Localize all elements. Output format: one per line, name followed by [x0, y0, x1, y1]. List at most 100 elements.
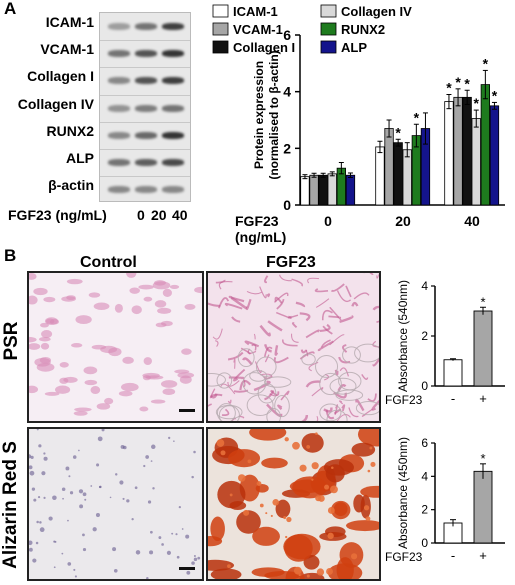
collagen-fiber	[247, 348, 257, 355]
mineral-dot	[327, 507, 335, 514]
blot-band	[162, 104, 184, 112]
mineral-dot	[351, 553, 358, 560]
mineral-dot	[286, 516, 292, 523]
stain-dot	[95, 513, 100, 518]
collagen-fiber	[307, 415, 319, 421]
blot-row-divider	[100, 67, 190, 69]
mineral-dot	[370, 461, 376, 467]
cell	[33, 287, 48, 296]
collagen-fiber	[210, 393, 218, 399]
collagen-fiber	[233, 358, 236, 369]
cell	[160, 380, 178, 388]
collagen-fiber	[218, 297, 230, 309]
mineral-dot	[292, 441, 300, 450]
mineral-dot	[316, 568, 325, 576]
collagen-fiber	[339, 315, 354, 323]
collagen-fiber	[277, 404, 283, 411]
x-tick-label: -	[451, 391, 455, 406]
stain-dot	[92, 527, 97, 532]
vesicle	[242, 372, 267, 395]
collagen-fiber	[291, 333, 299, 343]
bar-collagen-iv	[402, 149, 412, 206]
stain-dot	[67, 562, 72, 566]
stain-dot	[65, 466, 70, 471]
collagen-fiber	[220, 383, 236, 395]
collagen-fiber	[307, 277, 320, 284]
collagen-fiber	[315, 298, 330, 308]
stain-dot	[98, 485, 102, 489]
mineral-dot	[367, 469, 371, 473]
y-tick-label: 2	[283, 140, 291, 156]
y-tick-label: 6	[283, 27, 291, 43]
mineral-dot	[283, 515, 287, 520]
blot-label-collagen-iv: Collagen IV	[17, 95, 94, 112]
cell	[131, 305, 142, 315]
blot-band	[135, 23, 157, 30]
bar-vcam-1	[309, 174, 319, 206]
stain-dot	[166, 550, 171, 555]
blot-label-runx2: RUNX2	[46, 122, 94, 139]
collagen-fiber	[300, 349, 308, 354]
collagen-fiber	[215, 340, 219, 347]
blot-band	[162, 186, 184, 194]
stain-dot	[168, 436, 171, 440]
blot-row-divider	[100, 121, 190, 123]
bar-runx2	[480, 84, 491, 206]
blot-row-divider	[100, 40, 190, 42]
stain-dot	[185, 534, 190, 539]
mineral-dot	[363, 505, 370, 511]
vesicle	[274, 395, 290, 418]
mineral-nodule	[228, 449, 261, 468]
cell	[181, 348, 192, 355]
cell	[157, 307, 172, 314]
stain-dot	[151, 444, 156, 450]
stain-dot	[35, 541, 39, 545]
vesicle	[208, 372, 226, 387]
collagen-fiber	[319, 323, 331, 333]
vesicle	[264, 376, 292, 388]
blot-row-divider	[100, 176, 190, 178]
mineral-nodule	[353, 494, 365, 513]
stain-dot	[120, 444, 125, 449]
legend-label: VCAM-1	[233, 22, 283, 37]
blot-band	[135, 186, 157, 194]
mineral-dot	[247, 459, 252, 464]
column-label-control: Control	[80, 254, 137, 271]
stain-dot	[67, 519, 69, 522]
collagen-fiber	[371, 399, 379, 411]
cell	[29, 385, 39, 394]
collagen-fiber	[276, 298, 285, 310]
vesicle	[216, 372, 233, 389]
cell	[44, 391, 60, 396]
bar-collagen-i	[462, 96, 472, 206]
y-tick-label: 0	[421, 536, 428, 550]
collagen-fiber	[369, 273, 374, 276]
significance-marker: *	[446, 80, 452, 96]
legend-swatch	[212, 22, 229, 36]
collagen-fiber	[279, 274, 292, 282]
stain-dot	[61, 552, 64, 555]
x-axis-label: FGF23	[235, 213, 279, 229]
bar-icam-1	[444, 101, 454, 206]
cell	[96, 403, 111, 410]
row-label-psr: PSR	[1, 321, 22, 361]
collagen-fiber	[227, 351, 244, 361]
cell	[29, 336, 37, 343]
stain-dot	[29, 547, 33, 552]
blot-label-vcam-1: VCAM-1	[40, 41, 94, 58]
cell	[91, 344, 106, 350]
collagen-fiber	[227, 399, 232, 404]
bar	[443, 359, 463, 387]
collagen-fiber	[291, 322, 298, 329]
stain-dot	[143, 464, 146, 468]
cell	[169, 284, 180, 289]
collagen-fiber	[361, 374, 369, 380]
significance-marker: *	[464, 75, 470, 91]
stain-dot	[78, 449, 80, 452]
bar-collagen-iv	[471, 118, 481, 206]
y-tick-label: 0	[283, 197, 291, 213]
stain-dot	[39, 521, 42, 524]
panel-a-letter: A	[4, 0, 17, 18]
stain-dot	[134, 486, 138, 490]
collagen-fiber	[251, 344, 257, 351]
